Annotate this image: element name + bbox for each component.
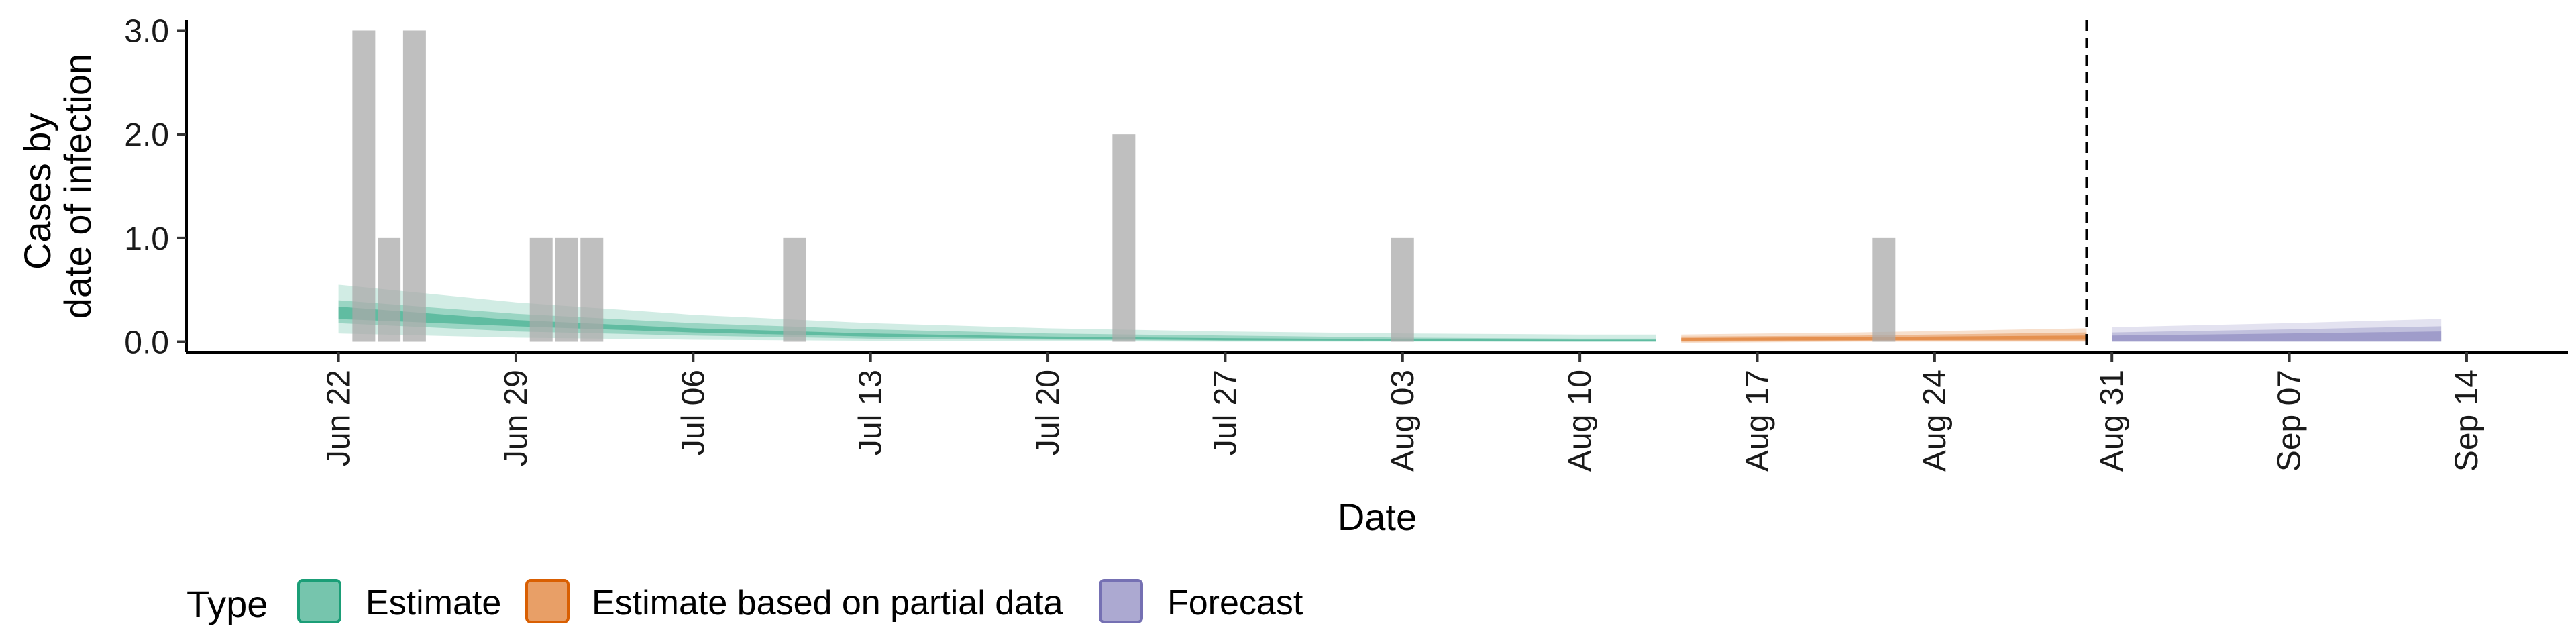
case-bar-2020-07-01 — [555, 237, 578, 342]
estimate-band-90 — [338, 284, 1656, 342]
axes — [185, 20, 2568, 354]
estimate-band-50 — [338, 300, 1656, 342]
legend-label-estimate-based-on-partial-data: Estimate based on partial data — [592, 584, 1063, 623]
x-tick-label: Jul 27 — [1208, 370, 1243, 455]
case-bar-2020-07-02 — [580, 237, 604, 342]
reported-cases-bars — [352, 30, 1896, 342]
legend-title: Type — [186, 583, 268, 625]
x-tick-label: Jul 13 — [853, 370, 889, 455]
case-bar-2020-06-25 — [402, 30, 426, 342]
case-bar-2020-06-23 — [352, 30, 376, 342]
y-axis-title: Cases by date of infection — [16, 54, 99, 319]
x-axis-ticks: Jun 22 Jun 29 Jul 06 Jul 13 Jul 20 Jul 27 Aug … — [321, 352, 2485, 472]
case-bar-2020-08-22 — [1872, 237, 1896, 342]
x-tick-label: Sep 14 — [2449, 370, 2485, 472]
legend-items: Estimate Estimate based on partial data Fo… — [297, 579, 1303, 623]
forecast-band-50 — [2112, 326, 2442, 342]
legend-swatch-estimate — [297, 579, 341, 623]
x-tick-label: Jun 22 — [321, 370, 357, 466]
y-axis-ticks: 0.0 1.0 2.0 3.0 — [124, 13, 186, 361]
x-tick-label: Jul 06 — [676, 370, 711, 455]
x-tick-label: Jul 20 — [1030, 370, 1066, 455]
x-axis-title: Date — [1338, 496, 1417, 538]
case-bar-2020-06-30 — [529, 237, 553, 342]
case-bar-2020-06-24 — [378, 237, 401, 342]
y-tick-label: 1.0 — [124, 221, 169, 257]
forecast-band-20 — [2112, 331, 2442, 341]
x-tick-label: Sep 07 — [2272, 370, 2308, 472]
x-tick-label: Aug 24 — [1917, 370, 1953, 472]
y-tick-label: 0.0 — [124, 325, 169, 361]
legend: Type Estimate Estimate based on partial d… — [186, 579, 1303, 625]
x-tick-label: Jun 29 — [498, 370, 534, 466]
y-axis-title-line-2: date of infection — [56, 54, 99, 319]
x-tick-label: Aug 17 — [1739, 370, 1775, 472]
case-bar-2020-07-10 — [783, 237, 806, 342]
ribbon-layer — [338, 284, 2442, 343]
legend-label-forecast: Forecast — [1167, 584, 1303, 623]
legend-label-estimate: Estimate — [366, 584, 501, 623]
forecast-band-90 — [2112, 319, 2442, 342]
x-tick-label: Aug 03 — [1385, 370, 1421, 472]
y-tick-label: 2.0 — [124, 117, 169, 153]
y-tick-label: 3.0 — [124, 13, 169, 49]
case-bar-2020-08-03 — [1391, 237, 1414, 342]
case-bar-2020-07-23 — [1112, 134, 1136, 342]
x-tick-label: Aug 10 — [1562, 370, 1598, 472]
y-axis-title-line-1: Cases by — [16, 113, 58, 270]
legend-swatch-estimate-based-on-partial-data — [525, 579, 570, 623]
x-tick-label: Aug 31 — [2094, 370, 2130, 472]
legend-swatch-forecast — [1099, 579, 1143, 623]
